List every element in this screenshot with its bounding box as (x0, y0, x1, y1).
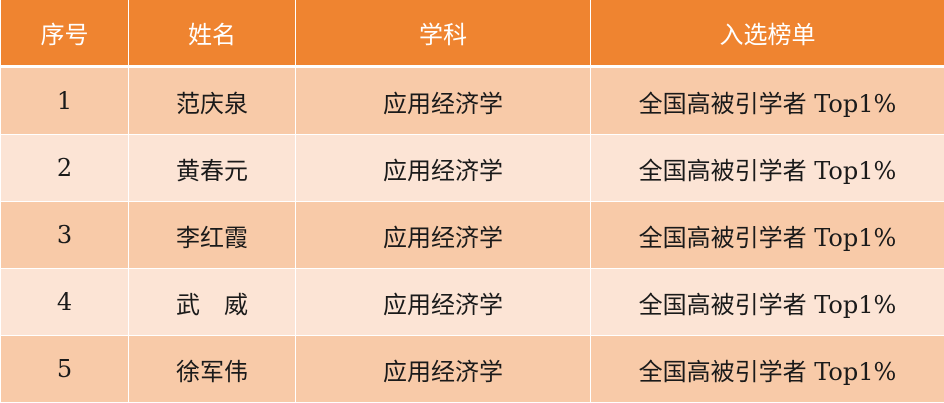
cell-number: 3 (1, 202, 129, 269)
table-header-row: 序号 姓名 学科 入选榜单 (1, 0, 944, 67)
cell-discipline: 应用经济学 (296, 67, 591, 135)
cell-list: 全国高被引学者 Top1% (591, 67, 944, 135)
cell-list: 全国高被引学者 Top1% (591, 269, 944, 336)
cell-number: 2 (1, 135, 129, 202)
cell-list: 全国高被引学者 Top1% (591, 202, 944, 269)
cell-name: 徐军伟 (129, 336, 296, 403)
cell-discipline: 应用经济学 (296, 135, 591, 202)
cell-discipline: 应用经济学 (296, 336, 591, 403)
cell-name: 武 威 (129, 269, 296, 336)
cell-list: 全国高被引学者 Top1% (591, 336, 944, 403)
cell-discipline: 应用经济学 (296, 269, 591, 336)
header-list: 入选榜单 (591, 0, 944, 67)
cell-discipline: 应用经济学 (296, 202, 591, 269)
cell-name: 范庆泉 (129, 67, 296, 135)
cell-name: 黄春元 (129, 135, 296, 202)
cell-number: 4 (1, 269, 129, 336)
cell-name: 李红霞 (129, 202, 296, 269)
cell-number: 5 (1, 336, 129, 403)
header-name: 姓名 (129, 0, 296, 67)
header-discipline: 学科 (296, 0, 591, 67)
header-number: 序号 (1, 0, 129, 67)
cell-list: 全国高被引学者 Top1% (591, 135, 944, 202)
cell-number: 1 (1, 67, 129, 135)
